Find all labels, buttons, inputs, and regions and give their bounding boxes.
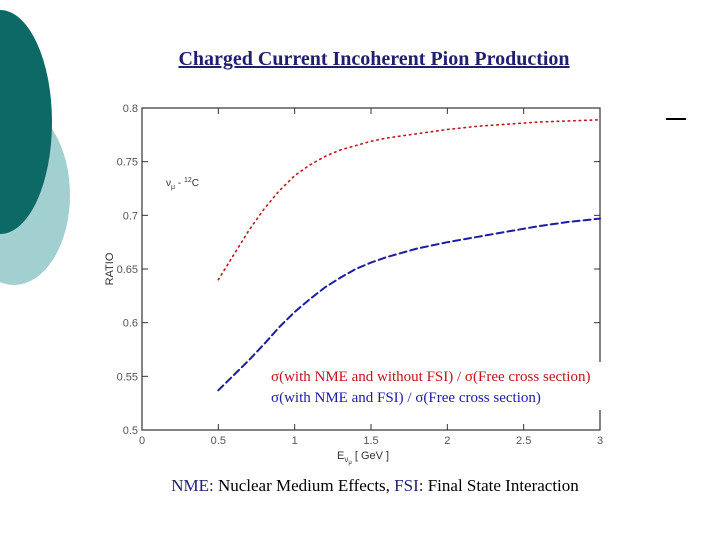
- svg-text:νμ - 12C: νμ - 12C: [166, 177, 199, 191]
- x-tick-label: 2: [444, 435, 450, 447]
- legend-box: [270, 362, 678, 410]
- footer-fsi-text: Final State Interaction: [423, 476, 579, 495]
- x-tick-label: 3: [597, 435, 603, 447]
- x-tick-label: 0.5: [211, 435, 226, 447]
- y-tick-label: 0.6: [123, 318, 138, 330]
- footer-nme-text: Nuclear Medium Effects,: [213, 476, 390, 495]
- legend-entry-nme-fsi: σ(with NME and FSI) / σ(Free cross secti…: [271, 390, 541, 406]
- decor-circle-dark: [0, 10, 52, 234]
- svg-text:Eνμ [ GeV ]: Eνμ [ GeV ]: [337, 450, 389, 466]
- y-tick-label: 0.75: [117, 157, 138, 169]
- footer-note: NME: Nuclear Medium Effects, FSI: Final …: [0, 476, 720, 496]
- y-axis-label: RATIO: [104, 252, 116, 285]
- footer-nme-label: NME:: [171, 476, 214, 495]
- x-tick-label: 1.5: [363, 435, 378, 447]
- y-tick-label: 0.5: [123, 425, 138, 437]
- plot-annotation: νμ - 12C: [166, 177, 199, 191]
- x-tick-label: 2.5: [516, 435, 531, 447]
- footer-fsi-label: FSI:: [394, 476, 424, 495]
- x-tick-label: 1: [292, 435, 298, 447]
- y-tick-label: 0.8: [123, 103, 138, 115]
- x-axis-label: Eνμ [ GeV ]: [337, 450, 389, 466]
- y-tick-label: 0.7: [123, 210, 138, 222]
- legend-entry-nme-only: σ(with NME and without FSI) / σ(Free cro…: [271, 369, 590, 385]
- series-line-nme-with-fsi: [217, 217, 601, 392]
- series-line-nme-without-fsi: [217, 119, 601, 281]
- y-tick-label: 0.55: [117, 371, 138, 383]
- slide-title: Charged Current Incoherent Pion Producti…: [178, 48, 570, 70]
- y-tick-label: 0.65: [117, 264, 138, 276]
- x-tick-label: 0: [139, 435, 145, 447]
